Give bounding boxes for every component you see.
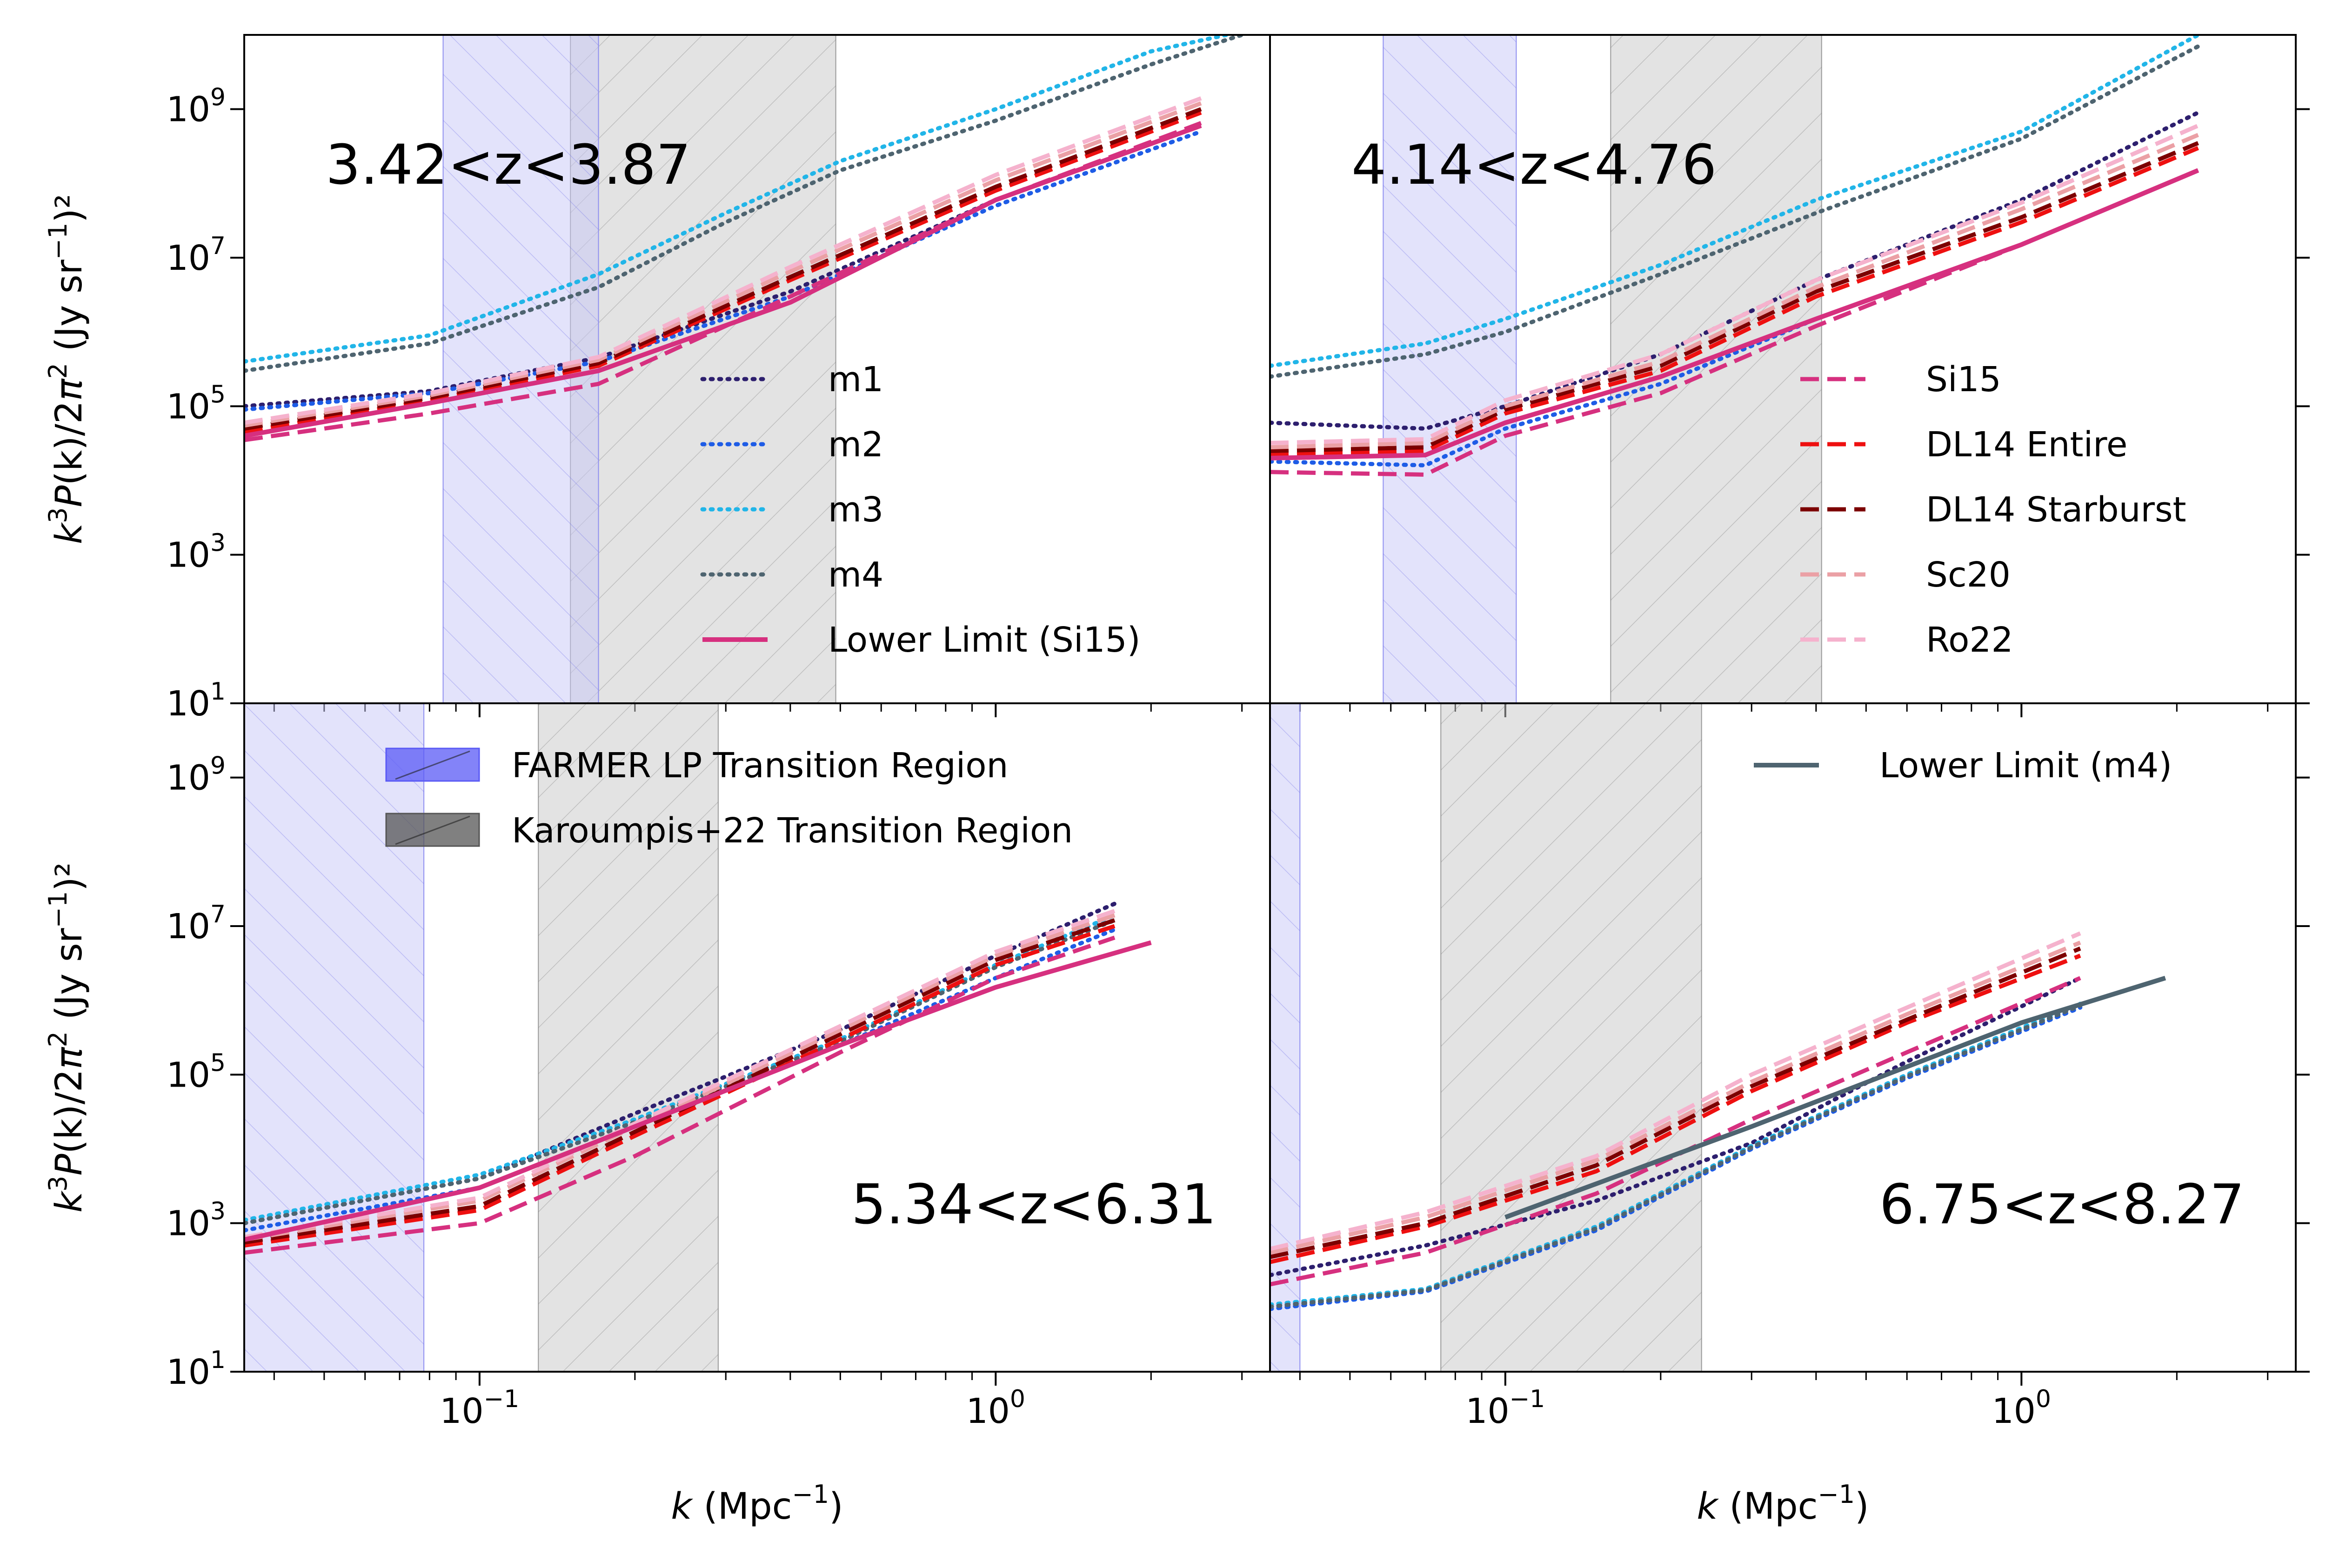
- series-line-dl14-entire: [1270, 146, 2199, 457]
- panel-4-plot-area: [1270, 703, 2166, 1372]
- series-line-sc20: [244, 101, 1202, 428]
- x-axis-title: k (Mpc−1): [671, 1480, 843, 1528]
- legend-label-lower-limit-si15: Lower Limit (Si15): [828, 620, 1141, 660]
- redshift-label: 5.34<z<6.31: [851, 1172, 1216, 1236]
- panel-1: 101 103 105 107 109 3.42<z<3.87: [167, 34, 1271, 724]
- series-line-sc20: [1270, 133, 2199, 450]
- series-line-si15: [244, 121, 1202, 442]
- legend-label-m3: m3: [828, 490, 883, 530]
- series-line-dl14-starburst: [244, 107, 1202, 431]
- y-axis-title: k3P(k)/2π2 (Jy sr−1)²: [43, 194, 90, 544]
- panel-1-plot-area: [244, 35, 1244, 703]
- y-tick-label: 107: [167, 232, 226, 278]
- y-tick-label: 109: [167, 752, 226, 798]
- series-line-m3: [244, 913, 1117, 1222]
- x-axis-title: k (Mpc−1): [1697, 1480, 1869, 1528]
- panel-2: 4.14<z<4.76: [1269, 34, 2310, 717]
- y-tick-label: 105: [167, 380, 226, 427]
- series-line-sc20: [244, 913, 1116, 1242]
- farmer-lp-transition-region-hatch: [1383, 35, 1517, 703]
- series-line-dl14-starburst: [1270, 946, 2081, 1259]
- panel-4-frame: [1269, 702, 2297, 1373]
- series-line-m1: [1270, 976, 2083, 1277]
- x-tick-label: 100: [1992, 1385, 2051, 1431]
- series-line-dl14-starburst: [1270, 141, 2199, 453]
- series-line-si15: [244, 935, 1116, 1255]
- redshift-label: 6.75<z<8.27: [1879, 1172, 2245, 1236]
- legend-label-m1: m1: [828, 360, 883, 400]
- legend-label-m4: m4: [828, 555, 883, 595]
- series-line-lower-limit-si15: [244, 123, 1202, 438]
- legend-label-m2: m2: [828, 425, 883, 465]
- legend-label-farmer-lp-transition-region: FARMER LP Transition Region: [512, 746, 1008, 786]
- series-line-ro22: [1270, 931, 2081, 1251]
- series-line-m2: [1270, 168, 2200, 467]
- legend-label-dl14-entire: DL14 Entire: [1926, 425, 2127, 465]
- series-line-m4: [1270, 1003, 2083, 1309]
- legend-hatch-farmer-lp-transition-region: [395, 750, 470, 780]
- series-line-lower-limit-m4: [1504, 975, 2166, 1220]
- y-tick-label: 105: [167, 1049, 226, 1095]
- series-line-lower-limit-si15: [1270, 168, 2199, 460]
- karoumpis-transition-region-hatch: [1441, 703, 1702, 1372]
- y-tick-label: 107: [167, 901, 226, 947]
- panel-3-plot-area: [244, 703, 1152, 1372]
- y-tick-label: 109: [167, 84, 226, 130]
- series-line-ro22: [244, 96, 1202, 425]
- y-tick-label: 103: [167, 529, 226, 575]
- y-tick-label: 101: [167, 1346, 226, 1392]
- series-line-sc20: [1270, 941, 2081, 1255]
- legend-label-sc20: Sc20: [1926, 555, 2011, 595]
- series-line-m2: [244, 129, 1203, 412]
- farmer-lp-transition-region-hatch: [244, 703, 424, 1372]
- legend-label-karoumpis-22-transition-region: Karoumpis+22 Transition Region: [512, 811, 1073, 851]
- panel-2-plot-area: [1270, 35, 2200, 703]
- panel-4: 10−1 100 6.75<z<8.27: [1269, 702, 2310, 1431]
- x-tick-label: 100: [966, 1385, 1025, 1431]
- series-line-m3: [244, 35, 1229, 364]
- x-tick-label: 10−1: [440, 1385, 519, 1431]
- legend-label-ro22: Ro22: [1926, 620, 2013, 660]
- series-line-lower-limit-si15: [244, 940, 1152, 1242]
- legend-label-lower-limit-m4: Lower Limit (m4): [1879, 746, 2172, 786]
- y-tick-label: 103: [167, 1198, 226, 1244]
- series-line-dl14-entire: [244, 110, 1202, 434]
- redshift-label: 4.14<z<4.76: [1351, 133, 1717, 197]
- karoumpis-transition-region-hatch: [570, 35, 836, 703]
- y-tick-label: 101: [167, 678, 226, 724]
- x-tick-label: 10−1: [1465, 1385, 1545, 1431]
- series-line-si15: [1270, 976, 2081, 1287]
- series-line-m4: [1270, 44, 2200, 379]
- legend-hatch-karoumpis-22-transition-region: [395, 815, 470, 845]
- redshift-label: 3.42<z<3.87: [326, 133, 691, 197]
- series-line-ro22: [1270, 123, 2199, 445]
- legend-label-dl14-starburst: DL14 Starburst: [1926, 490, 2186, 530]
- series-line-ro22: [244, 909, 1116, 1239]
- y-axis-title: k3P(k)/2π2 (Jy sr−1)²: [43, 862, 90, 1213]
- series-line-dl14-entire: [1270, 954, 2081, 1264]
- series-line-m4: [244, 918, 1117, 1226]
- series-line-m3: [1270, 35, 2200, 368]
- series-line-dl14-starburst: [244, 918, 1116, 1245]
- legend-label-si15: Si15: [1926, 360, 2001, 400]
- series-line-m4: [244, 35, 1244, 373]
- karoumpis-transition-region-hatch: [538, 703, 718, 1372]
